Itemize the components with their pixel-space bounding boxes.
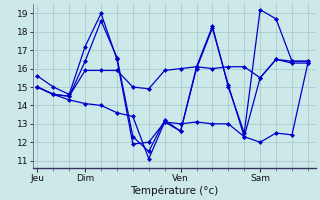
X-axis label: Température (°c): Température (°c) [130,185,218,196]
